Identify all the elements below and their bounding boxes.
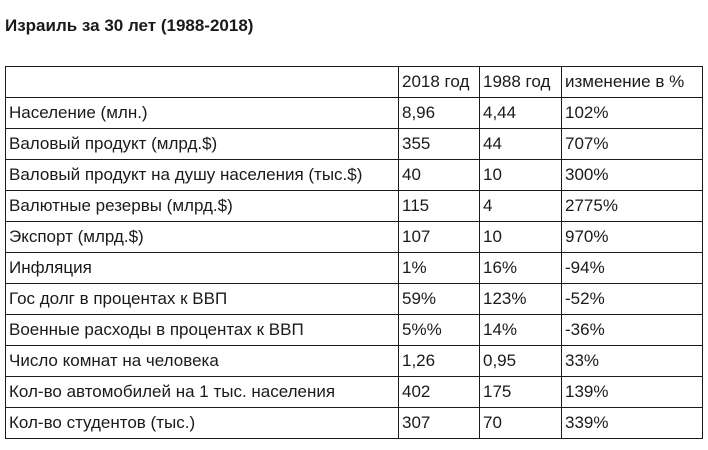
row-label: Валютные резервы (млрд.$) xyxy=(5,190,399,222)
table-row: Население (млн.) 8,96 4,44 102% xyxy=(5,97,703,129)
cell-1988: 123% xyxy=(479,283,562,315)
row-label: Инфляция xyxy=(5,252,399,284)
cell-1988: 16% xyxy=(479,252,562,284)
row-label: Кол-во автомобилей на 1 тыс. населения xyxy=(5,376,399,408)
table-row: Кол-во автомобилей на 1 тыс. населения 4… xyxy=(5,376,703,408)
cell-change: 339% xyxy=(561,407,703,439)
cell-change: 970% xyxy=(561,221,703,253)
cell-1988: 10 xyxy=(479,159,562,191)
row-label: Гос долг в процентах к ВВП xyxy=(5,283,399,315)
cell-change: 300% xyxy=(561,159,703,191)
row-label: Население (млн.) xyxy=(5,97,399,129)
cell-change: -52% xyxy=(561,283,703,315)
cell-change: -36% xyxy=(561,314,703,346)
cell-2018: 1% xyxy=(398,252,480,284)
cell-1988: 175 xyxy=(479,376,562,408)
cell-2018: 59% xyxy=(398,283,480,315)
cell-2018: 307 xyxy=(398,407,480,439)
table-row: Валовый продукт (млрд.$) 355 44 707% xyxy=(5,128,703,160)
cell-1988: 10 xyxy=(479,221,562,253)
cell-change: 2775% xyxy=(561,190,703,222)
header-cell-1988: 1988 год xyxy=(479,66,562,98)
cell-change: 102% xyxy=(561,97,703,129)
cell-1988: 70 xyxy=(479,407,562,439)
cell-1988: 4,44 xyxy=(479,97,562,129)
page-title: Израиль за 30 лет (1988-2018) xyxy=(5,16,254,35)
cell-1988: 0,95 xyxy=(479,345,562,377)
header-cell-change: изменение в % xyxy=(561,66,703,98)
cell-1988: 14% xyxy=(479,314,562,346)
cell-2018: 355 xyxy=(398,128,480,160)
table-row: Военные расходы в процентах к ВВП 5%% 14… xyxy=(5,314,703,346)
table-row: Число комнат на человека 1,26 0,95 33% xyxy=(5,345,703,377)
table-header-row: 2018 год 1988 год изменение в % xyxy=(5,66,703,98)
row-label: Военные расходы в процентах к ВВП xyxy=(5,314,399,346)
cell-2018: 402 xyxy=(398,376,480,408)
cell-change: 707% xyxy=(561,128,703,160)
header-cell-2018: 2018 год xyxy=(398,66,480,98)
cell-2018: 8,96 xyxy=(398,97,480,129)
table-row: Инфляция 1% 16% -94% xyxy=(5,252,703,284)
header-cell-label xyxy=(5,66,399,98)
row-label: Кол-во студентов (тыс.) xyxy=(5,407,399,439)
table-row: Экспорт (млрд.$) 107 10 970% xyxy=(5,221,703,253)
cell-2018: 107 xyxy=(398,221,480,253)
cell-change: 33% xyxy=(561,345,703,377)
cell-1988: 4 xyxy=(479,190,562,222)
data-table: 2018 год 1988 год изменение в % Населени… xyxy=(5,66,703,439)
row-label: Валовый продукт (млрд.$) xyxy=(5,128,399,160)
table-row: Кол-во студентов (тыс.) 307 70 339% xyxy=(5,407,703,439)
cell-2018: 1,26 xyxy=(398,345,480,377)
row-label: Число комнат на человека xyxy=(5,345,399,377)
cell-1988: 44 xyxy=(479,128,562,160)
cell-change: -94% xyxy=(561,252,703,284)
row-label: Валовый продукт на душу населения (тыс.$… xyxy=(5,159,399,191)
cell-change: 139% xyxy=(561,376,703,408)
table-row: Гос долг в процентах к ВВП 59% 123% -52% xyxy=(5,283,703,315)
table-row: Валовый продукт на душу населения (тыс.$… xyxy=(5,159,703,191)
cell-2018: 5%% xyxy=(398,314,480,346)
row-label: Экспорт (млрд.$) xyxy=(5,221,399,253)
table-row: Валютные резервы (млрд.$) 115 4 2775% xyxy=(5,190,703,222)
cell-2018: 40 xyxy=(398,159,480,191)
cell-2018: 115 xyxy=(398,190,480,222)
